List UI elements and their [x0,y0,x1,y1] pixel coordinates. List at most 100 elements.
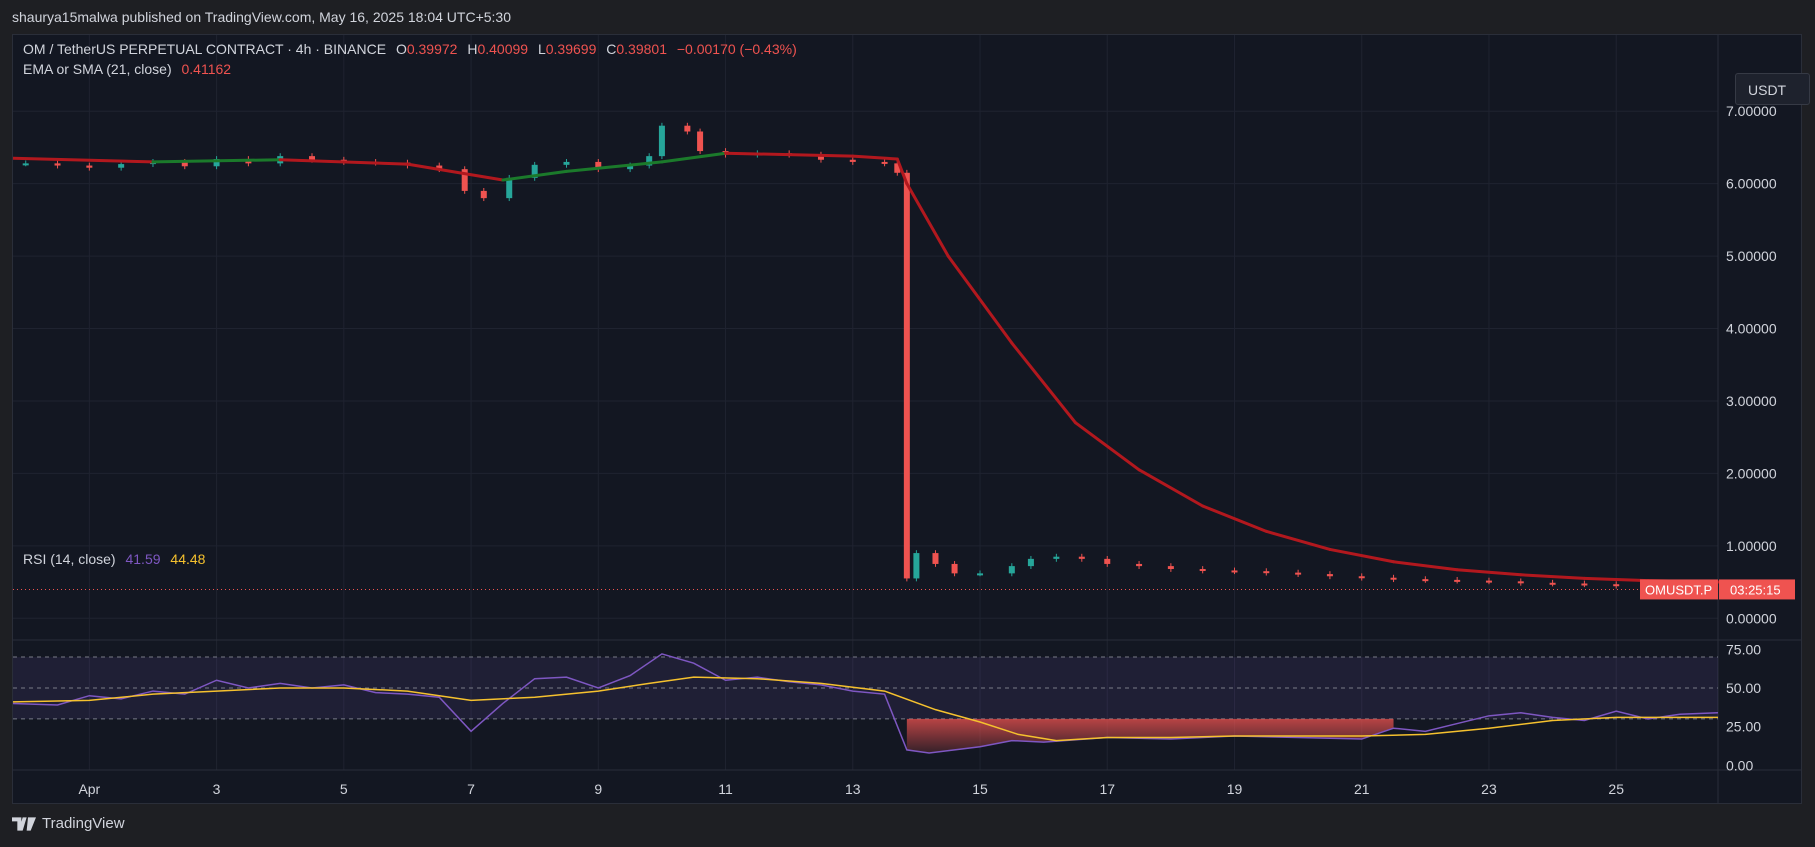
candle-body [951,563,958,574]
candle-body [1231,570,1238,573]
price-tag-countdown: 03:25:15 [1730,582,1781,597]
candle-body [881,161,888,164]
rsi-value: 41.59 [125,551,161,567]
candle-body [913,553,920,579]
ema-name: EMA or SMA (21, close) [23,61,172,77]
candle-body [22,163,29,166]
candle-body [1136,563,1143,567]
open-label: O [395,41,407,57]
low-label: L [537,41,546,57]
rsi-ma-value: 44.48 [170,551,206,567]
candle-body [118,164,125,168]
ema-line-segment [905,182,950,258]
ema-line-segment [895,157,909,186]
ema-line-segment [851,154,899,161]
time-axis-label: 17 [1099,781,1115,797]
candle-body [595,161,602,170]
time-axis-label: 9 [594,781,602,797]
candle-body [903,172,910,579]
candle-body [849,159,856,162]
ema-line-segment [564,160,664,173]
tradingview-logo-icon [12,816,36,831]
ema-line-segment [1328,547,1396,564]
ema-line-segment [1455,568,1523,577]
ema-line-segment [1582,576,1650,583]
rsi-name: RSI (14, close) [23,551,116,567]
candle-body [461,169,468,191]
close-label: C [606,41,617,57]
candle-body [658,125,665,157]
price-axis-label: 5.00000 [1726,248,1777,264]
ema-value: 0.41162 [181,61,232,77]
time-axis-label: 25 [1608,781,1624,797]
rsi-axis-label: 50.00 [1726,680,1761,696]
price-axis-label: 2.00000 [1726,465,1777,481]
candle-body [627,165,634,170]
rsi-ma-line [13,676,1718,742]
candle-body [977,573,984,576]
candle-body [181,161,188,167]
price-tag-symbol-bg [1640,579,1718,600]
ema-legend[interactable]: EMA or SMA (21, close) 0.41162 [23,61,237,77]
rsi-axis-label: 25.00 [1726,719,1761,735]
candle-body [684,125,691,132]
time-axis-label: 7 [467,781,475,797]
chart-frame[interactable]: 7.00000 6.00000 5.00000 4.00000 3.00000 2.000… [12,34,1810,804]
ema-line-segment [1073,421,1141,472]
candle-body [1326,574,1333,577]
candle-body [480,190,487,199]
rsi-oversold-fill [906,718,1394,753]
time-axis-label: 21 [1354,781,1370,797]
price-axis-label: 0.00000 [1726,610,1777,626]
high-label: H [467,41,478,57]
candle-body [1549,582,1556,585]
candle-body [932,553,939,564]
candle-body [506,177,513,199]
time-axis-label: 13 [845,781,861,797]
ohlc-legend: OM / TetherUS PERPETUAL CONTRACT · 4h · … [23,41,803,57]
candle-body [646,156,653,166]
ema-line-segment [1010,341,1077,425]
time-axis-label: 5 [340,781,348,797]
ema-line-segment [1201,504,1268,533]
publisher-line: shaurya15malwa published on TradingView.… [12,9,511,25]
ema-line-segment [405,162,505,182]
candle-body [1027,558,1034,567]
candle-body [1078,556,1085,559]
chart-canvas[interactable]: 7.00000 6.00000 5.00000 4.00000 3.00000 2.000… [13,35,1801,803]
candle-body [213,159,220,167]
time-axis-label: 15 [972,781,988,797]
time-axis-label: 19 [1227,781,1243,797]
candle-body [309,156,316,160]
rsi-legend[interactable]: RSI (14, close) 41.59 44.48 [23,551,211,567]
candle-body [894,163,901,173]
ema-line-segment [1264,529,1332,551]
footer-brand[interactable]: TradingView [12,815,125,832]
candle-body [1390,577,1397,580]
candle-body [1199,569,1206,572]
open-value: 0.39972 [406,41,458,57]
high-value: 0.40099 [477,41,529,57]
candle-body [1422,579,1429,582]
ema-line-segment [278,158,409,166]
candle-body [1295,572,1302,575]
rsi-axis-label: 75.00 [1726,641,1761,657]
ema-line-segment [660,151,728,164]
candle-body [436,165,443,170]
time-axis-label: 11 [718,781,733,797]
candle-body [817,154,824,160]
footer-brand-label: TradingView [42,815,125,832]
candle-body [563,161,570,165]
candle-body [1104,558,1111,564]
ema-line-segment [1519,573,1586,580]
currency-button[interactable]: USDT [1735,73,1810,105]
price-tag-symbol: OMUSDT.P [1645,582,1712,597]
symbol-title[interactable]: OM / TetherUS PERPETUAL CONTRACT · 4h · … [23,41,387,57]
time-axis-label: 23 [1481,781,1497,797]
ema-line-segment [946,254,1014,345]
candle-body [1454,579,1461,582]
price-axis-label: 1.00000 [1726,538,1777,554]
change-value: −0.00170 (−0.43%) [676,41,797,57]
candle-body [86,165,93,168]
price-axis-label: 6.00000 [1726,176,1777,192]
